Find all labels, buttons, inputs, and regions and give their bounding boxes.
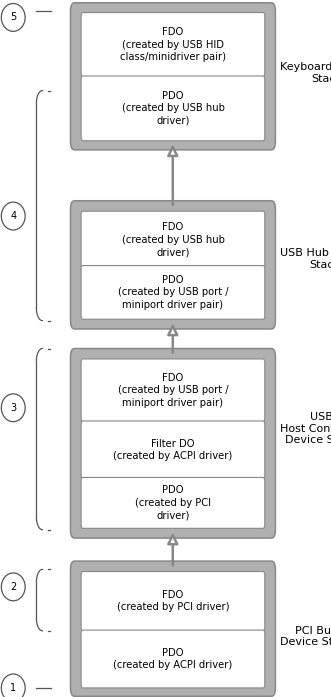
- Text: 4: 4: [10, 211, 16, 221]
- Text: Keyboard Device
Stack: Keyboard Device Stack: [280, 63, 331, 84]
- Text: Filter DO
(created by ACPI driver): Filter DO (created by ACPI driver): [113, 438, 233, 461]
- Text: PDO
(created by PCI
driver): PDO (created by PCI driver): [135, 486, 211, 520]
- FancyBboxPatch shape: [81, 630, 265, 688]
- FancyBboxPatch shape: [81, 76, 265, 141]
- Text: 3: 3: [10, 403, 16, 413]
- FancyBboxPatch shape: [81, 421, 265, 479]
- Ellipse shape: [1, 202, 25, 230]
- Ellipse shape: [1, 394, 25, 422]
- FancyBboxPatch shape: [81, 477, 265, 528]
- FancyBboxPatch shape: [71, 348, 275, 538]
- Text: USB
Host Controller
Device Stack: USB Host Controller Device Stack: [280, 412, 331, 445]
- FancyBboxPatch shape: [71, 201, 275, 329]
- Text: PDO
(created by ACPI driver): PDO (created by ACPI driver): [113, 648, 233, 671]
- Text: 2: 2: [10, 582, 16, 592]
- FancyBboxPatch shape: [81, 211, 265, 268]
- Text: PDO
(created by USB hub
driver): PDO (created by USB hub driver): [121, 91, 224, 125]
- Text: PDO
(created by USB port /
miniport driver pair): PDO (created by USB port / miniport driv…: [118, 275, 228, 309]
- FancyBboxPatch shape: [81, 572, 265, 631]
- Text: USB Hub Device
Stack: USB Hub Device Stack: [280, 249, 331, 270]
- FancyBboxPatch shape: [81, 266, 265, 319]
- FancyBboxPatch shape: [81, 359, 265, 422]
- Ellipse shape: [1, 674, 25, 697]
- Text: FDO
(created by USB HID
class/minidriver pair): FDO (created by USB HID class/minidriver…: [120, 27, 226, 62]
- Ellipse shape: [1, 573, 25, 601]
- Text: FDO
(created by USB port /
miniport driver pair): FDO (created by USB port / miniport driv…: [118, 373, 228, 408]
- FancyBboxPatch shape: [81, 13, 265, 77]
- FancyBboxPatch shape: [71, 561, 275, 696]
- Ellipse shape: [1, 3, 25, 31]
- Text: 1: 1: [10, 683, 16, 693]
- Text: 5: 5: [10, 13, 16, 22]
- FancyBboxPatch shape: [71, 3, 275, 150]
- Text: PCI Bus
Device Stack: PCI Bus Device Stack: [280, 626, 331, 647]
- Text: FDO
(created by PCI driver): FDO (created by PCI driver): [117, 590, 229, 613]
- Text: FDO
(created by USB hub
driver): FDO (created by USB hub driver): [121, 222, 224, 257]
